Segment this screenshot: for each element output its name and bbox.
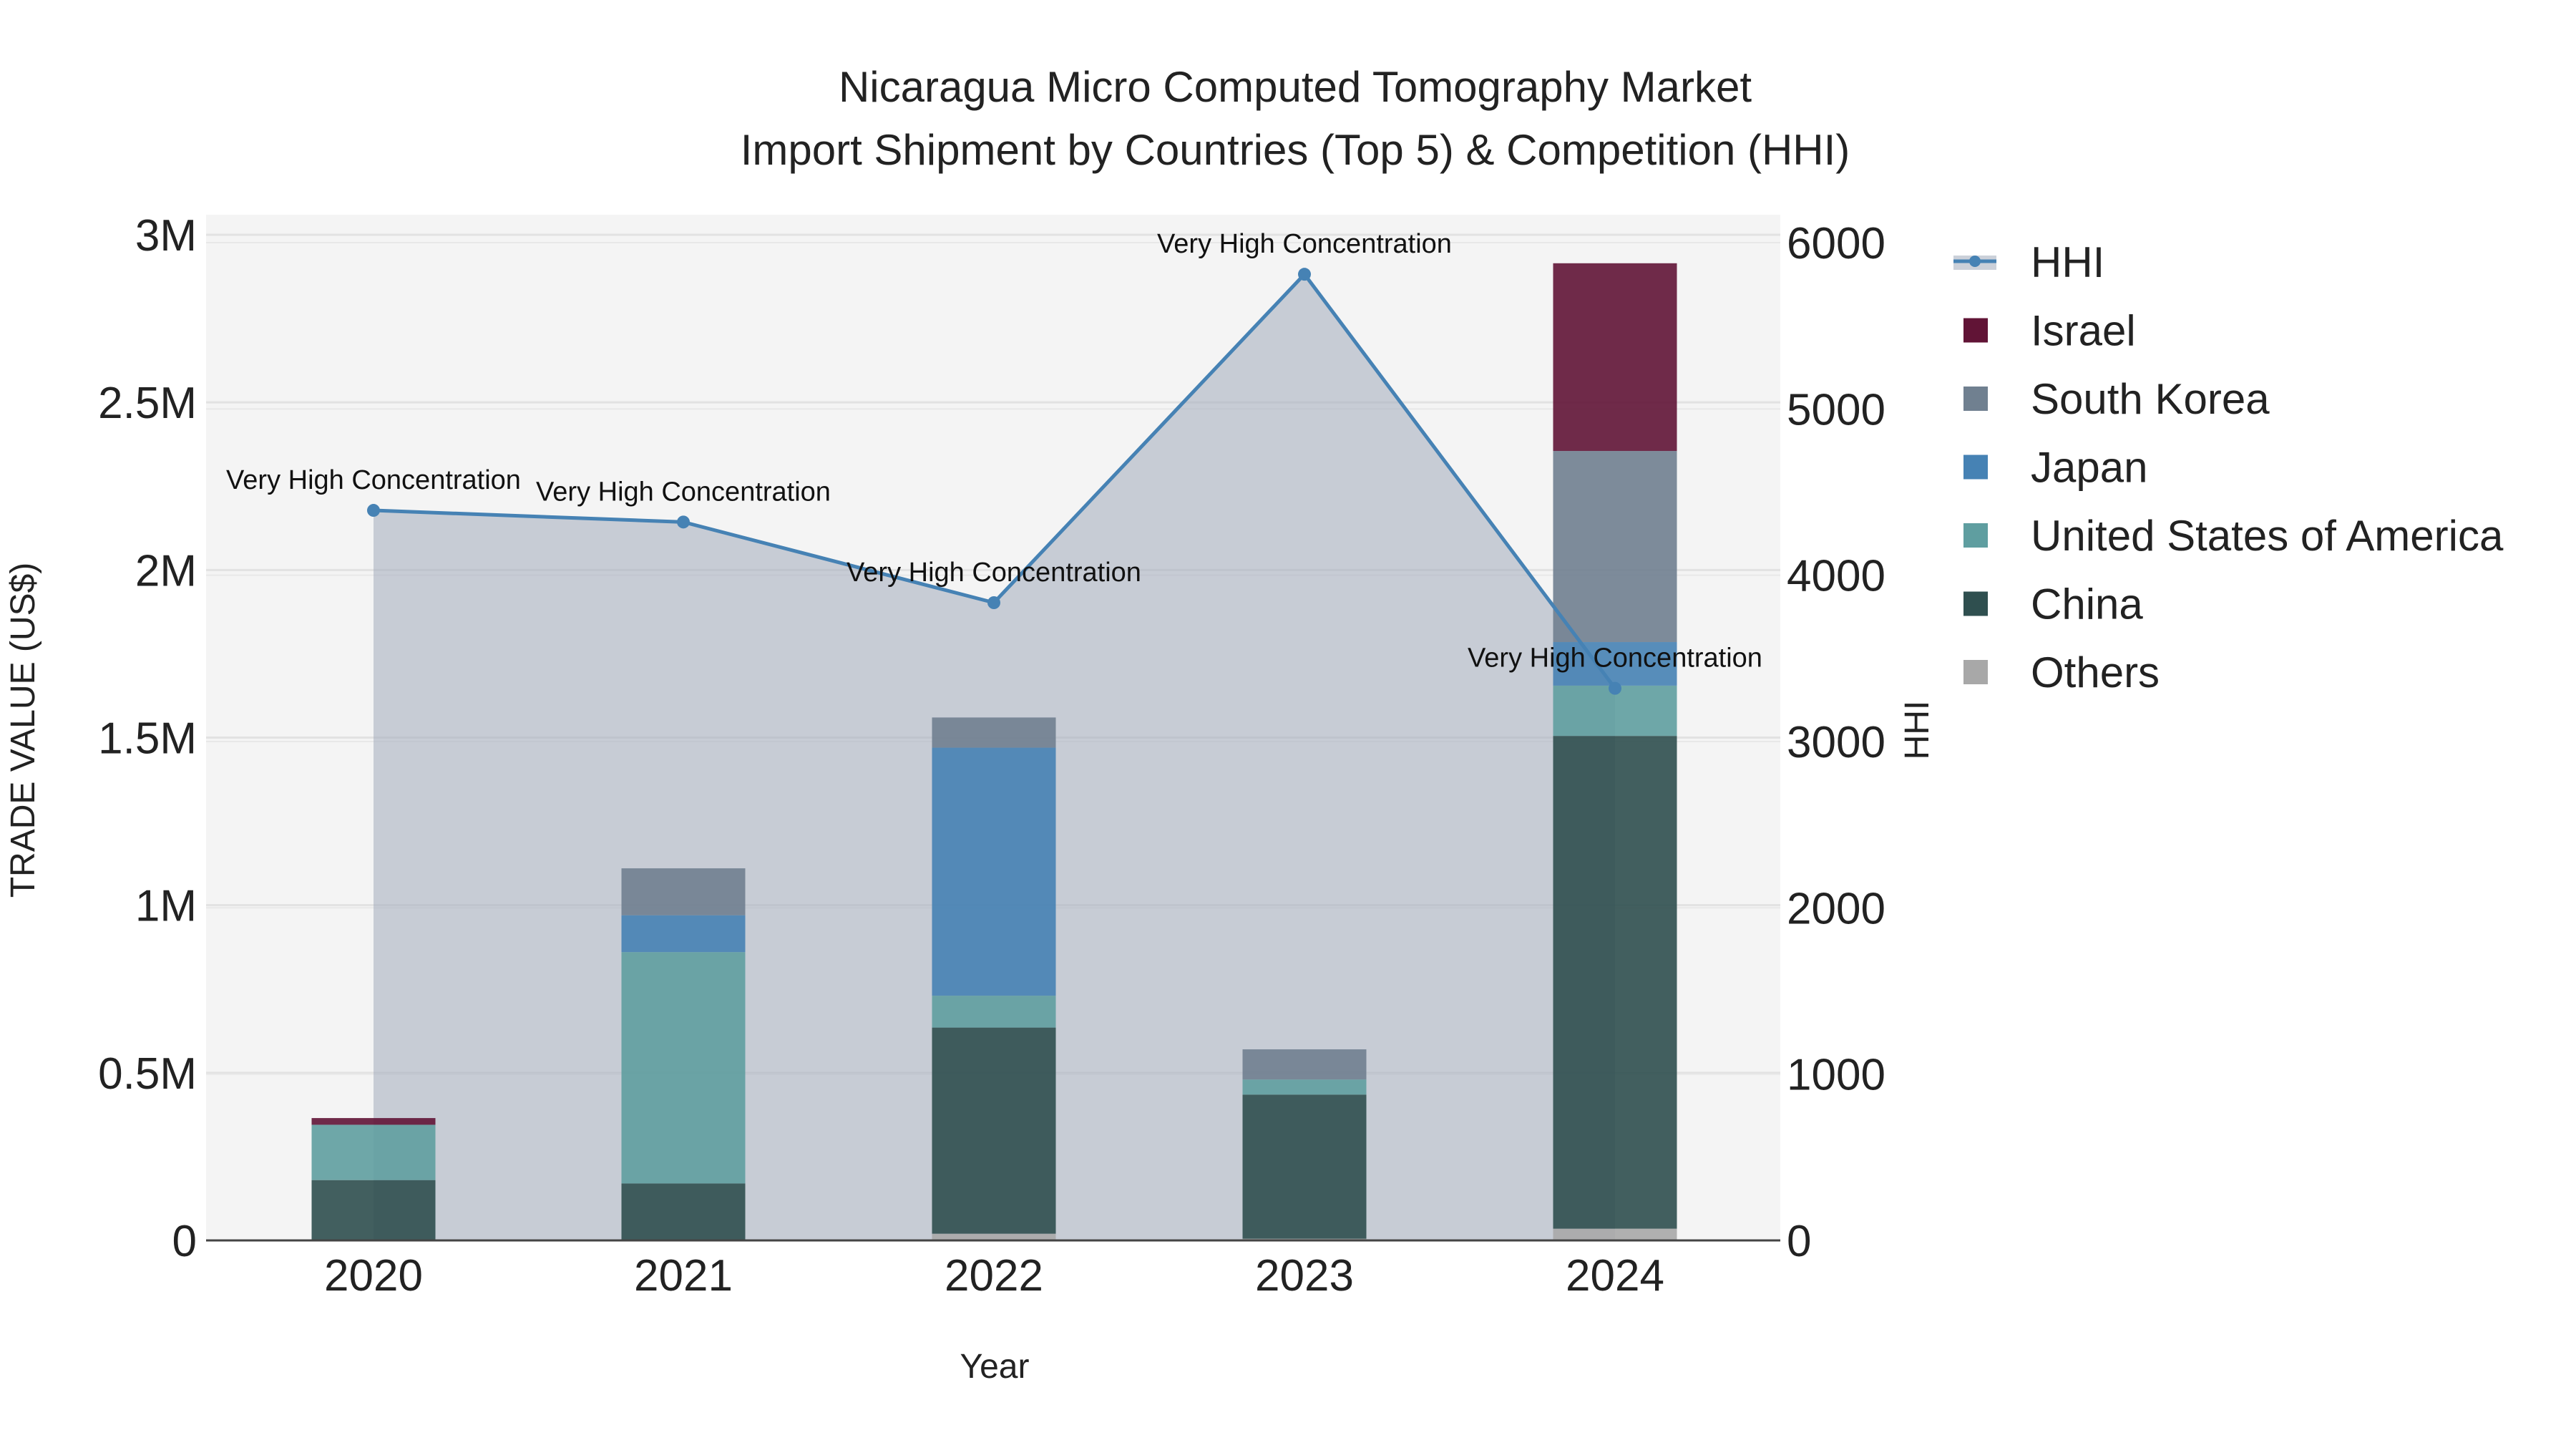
bar-china-2023 xyxy=(1242,1094,1367,1239)
bar-china-2021 xyxy=(621,1183,746,1240)
x-tick-label: 2023 xyxy=(1255,1251,1354,1301)
bar-united-states-of-america-2020 xyxy=(311,1124,436,1180)
y2-tick-label: 0 xyxy=(1787,1217,1811,1266)
bars xyxy=(311,263,1677,1240)
legend-swatch-others xyxy=(1963,660,1988,684)
bar-south-korea-2022 xyxy=(932,717,1056,748)
legend-swatch-hhi-marker xyxy=(1969,256,1981,267)
y-tick-label: 2.5M xyxy=(98,379,197,428)
hhi-annotation: Very High Concentration xyxy=(536,477,831,507)
bar-japan-2022 xyxy=(932,747,1056,996)
y-axis-title: TRADE VALUE (US$) xyxy=(4,563,42,898)
y2-axis-title: HHI xyxy=(1898,701,1936,760)
y2-tick-label: 5000 xyxy=(1787,385,1885,434)
legend-label-china: China xyxy=(2031,580,2143,628)
legend-label-united-states-of-america: United States of America xyxy=(2031,512,2504,560)
bar-israel-2020 xyxy=(311,1118,436,1125)
hhi-point-2023 xyxy=(1298,268,1311,281)
chart-title-line2: Import Shipment by Countries (Top 5) & C… xyxy=(741,126,1850,174)
chart-title-line1: Nicaragua Micro Computed Tomography Mark… xyxy=(839,63,1752,111)
bar-united-states-of-america-2021 xyxy=(621,952,746,1184)
y2-tick-label: 3000 xyxy=(1787,718,1885,767)
bar-south-korea-2023 xyxy=(1242,1049,1367,1080)
hhi-annotation: Very High Concentration xyxy=(847,558,1141,588)
bar-china-2022 xyxy=(932,1027,1056,1234)
legend-label-south-korea: South Korea xyxy=(2031,375,2270,423)
bar-others-2022 xyxy=(932,1233,1056,1240)
y2-tick-label: 1000 xyxy=(1787,1051,1885,1100)
legend-swatch-south-korea xyxy=(1963,387,1988,411)
y2-tick-label: 4000 xyxy=(1787,552,1885,601)
x-axis-title: Year xyxy=(960,1348,1030,1386)
hhi-annotation: Very High Concentration xyxy=(1157,229,1452,259)
y2-tick-label: 2000 xyxy=(1787,884,1885,933)
bar-japan-2024 xyxy=(1553,642,1677,686)
y-tick-label: 3M xyxy=(135,211,197,261)
bar-china-2020 xyxy=(311,1180,436,1240)
hhi-annotation: Very High Concentration xyxy=(1468,643,1762,674)
bar-china-2024 xyxy=(1553,736,1677,1229)
bar-japan-2021 xyxy=(621,915,746,953)
hhi-point-2022 xyxy=(987,596,1000,610)
y-tick-label: 0 xyxy=(172,1217,197,1266)
y-tick-label: 1M xyxy=(135,882,197,931)
legend-swatch-japan xyxy=(1963,455,1988,480)
bar-united-states-of-america-2023 xyxy=(1242,1079,1367,1095)
bar-others-2024 xyxy=(1553,1228,1677,1240)
legend-swatch-united-states-of-america xyxy=(1963,523,1988,548)
bar-south-korea-2021 xyxy=(621,868,746,915)
y2-tick-label: 6000 xyxy=(1787,219,1885,268)
legend-swatch-china xyxy=(1963,591,1988,616)
legend-label-hhi: HHI xyxy=(2031,238,2104,286)
bar-united-states-of-america-2022 xyxy=(932,996,1056,1028)
x-tick-label: 2020 xyxy=(324,1251,423,1301)
legend-swatch-israel xyxy=(1963,318,1988,343)
bar-south-korea-2024 xyxy=(1553,451,1677,643)
y-tick-label: 1.5M xyxy=(98,714,197,764)
hhi-point-2021 xyxy=(677,515,690,529)
legend-label-israel: Israel xyxy=(2031,307,2136,355)
x-tick-label: 2021 xyxy=(634,1251,733,1301)
hhi-line: Very High Concentration Very High Concent… xyxy=(226,229,1762,695)
legend-label-others: Others xyxy=(2031,648,2160,696)
hhi-annotation: Very High Concentration xyxy=(226,465,521,495)
hhi-point-2020 xyxy=(367,504,380,517)
legend-label-japan: Japan xyxy=(2031,444,2147,492)
hhi-point-2024 xyxy=(1609,681,1621,695)
x-tick-label: 2024 xyxy=(1566,1251,1664,1301)
y-tick-label: 0.5M xyxy=(98,1049,197,1099)
y-tick-label: 2M xyxy=(135,546,197,596)
axes: 0 0.5M 1M 1.5M 2M 2.5M 3M 0 1000 2000 3000 4000 5000… xyxy=(98,211,1885,1301)
bar-israel-2024 xyxy=(1553,263,1677,452)
x-tick-label: 2022 xyxy=(945,1251,1043,1301)
legend: HHI Israel South Korea Japan United States o… xyxy=(1953,238,2504,696)
